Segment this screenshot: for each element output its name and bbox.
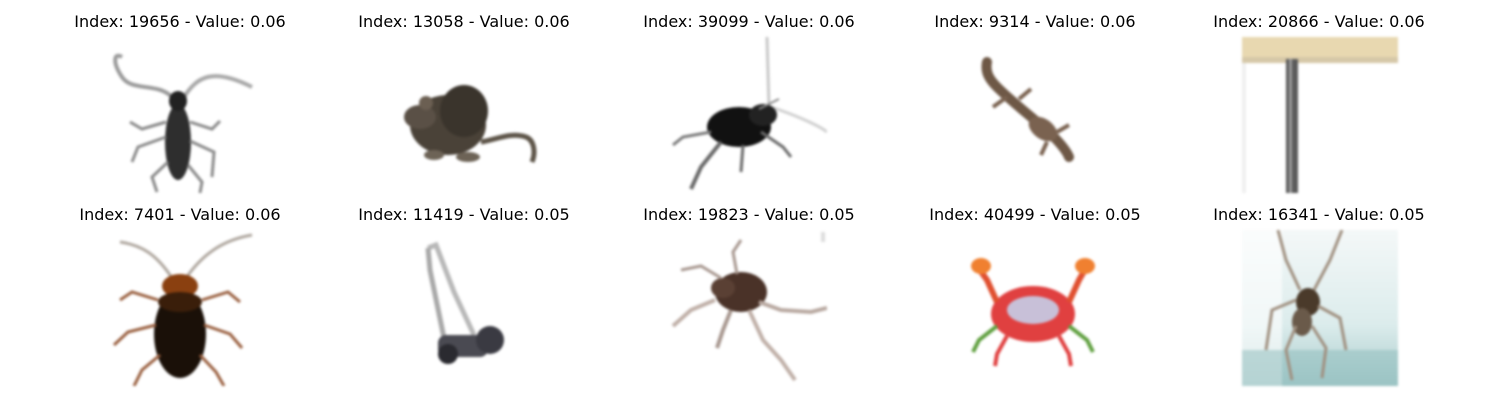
table-leg-thumbnail bbox=[1242, 37, 1398, 193]
spider-image bbox=[671, 230, 827, 386]
cockroach-thumbnail bbox=[102, 230, 258, 386]
thumbnail-title: Index: 16341 - Value: 0.05 bbox=[1213, 205, 1425, 224]
thumbnail-title: Index: 40499 - Value: 0.05 bbox=[929, 205, 1141, 224]
longhorn-beetle-thumbnail bbox=[102, 37, 258, 193]
spider-on-glass-thumbnail bbox=[1242, 230, 1398, 386]
spider-on-glass-image bbox=[1242, 230, 1398, 386]
lizard-image bbox=[957, 37, 1113, 193]
thumbnail-title: Index: 20866 - Value: 0.06 bbox=[1213, 12, 1425, 31]
mouse-image bbox=[386, 37, 542, 193]
thumbnail-title: Index: 39099 - Value: 0.06 bbox=[643, 12, 855, 31]
cockroach-image bbox=[102, 230, 258, 386]
thumbnail-title: Index: 9314 - Value: 0.06 bbox=[934, 12, 1136, 31]
cricket-image bbox=[671, 37, 827, 193]
table-leg-image bbox=[1242, 37, 1398, 193]
thumbnail-title: Index: 7401 - Value: 0.06 bbox=[79, 205, 281, 224]
crab-image bbox=[957, 230, 1113, 386]
lawn-mower-thumbnail bbox=[386, 230, 542, 386]
lizard-thumbnail bbox=[957, 37, 1113, 193]
thumbnail-title: Index: 13058 - Value: 0.06 bbox=[358, 12, 570, 31]
crab-thumbnail bbox=[957, 230, 1113, 386]
longhorn-beetle-image bbox=[102, 37, 258, 193]
thumbnail-title: Index: 11419 - Value: 0.05 bbox=[358, 205, 570, 224]
mouse-thumbnail bbox=[386, 37, 542, 193]
thumbnail-title: Index: 19656 - Value: 0.06 bbox=[74, 12, 286, 31]
cricket-thumbnail bbox=[671, 37, 827, 193]
lawn-mower-image bbox=[386, 230, 542, 386]
thumbnail-title: Index: 19823 - Value: 0.05 bbox=[643, 205, 855, 224]
spider-thumbnail bbox=[671, 230, 827, 386]
